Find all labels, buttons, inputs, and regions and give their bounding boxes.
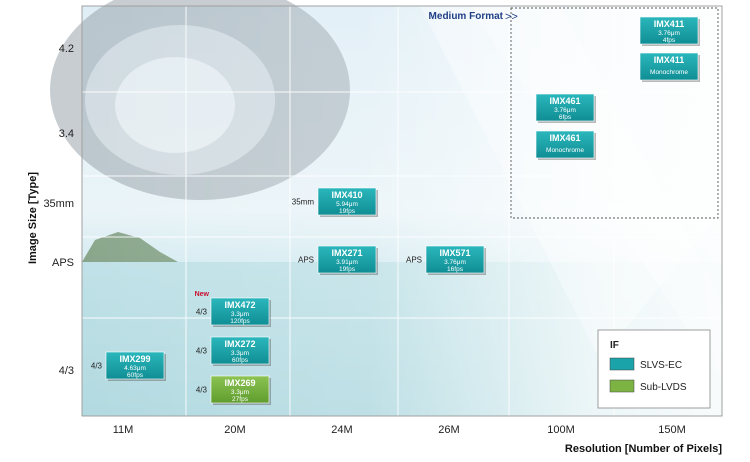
chip-name: IMX461 xyxy=(549,133,580,143)
chip-name: IMX461 xyxy=(549,96,580,106)
chip-detail-0: 3.3μm xyxy=(231,350,249,357)
chip-detail-0: 3.76μm xyxy=(554,107,576,114)
chip-detail-0: Monochrome xyxy=(650,69,688,76)
chip-name: IMX410 xyxy=(331,190,362,200)
x-tick-label-100m: 100M xyxy=(547,424,575,436)
y-axis-ticks: 4/3 APS 35mm 3.4 4.2 xyxy=(43,43,74,377)
new-badge: New xyxy=(195,291,210,298)
y-tick-label-4-2: 4.2 xyxy=(59,43,74,55)
medium-format-label: Medium Format xyxy=(429,11,504,22)
chip-name: IMX269 xyxy=(224,378,255,388)
plot-frame xyxy=(81,5,723,417)
chip-detail-0: 3.3μm xyxy=(231,311,249,318)
chip-detail-0: 5.94μm xyxy=(336,201,358,208)
chip-body xyxy=(535,93,595,122)
x-tick-label-24m: 24M xyxy=(331,424,352,436)
chip-detail-0: 3.3μm xyxy=(231,389,249,396)
chip-detail-1: 60fps xyxy=(127,372,144,379)
chip-body xyxy=(317,187,377,216)
medium-format-region: Medium Format >> xyxy=(429,7,719,219)
chip-size-label: APS xyxy=(406,256,422,265)
chip-detail-1: 120fps xyxy=(230,318,250,325)
x-tick-label-150m: 150M xyxy=(658,424,686,436)
chip-body xyxy=(210,375,270,404)
legend-swatch-slvs-ec xyxy=(609,357,635,371)
chip-body xyxy=(317,245,377,274)
legend-title: IF xyxy=(610,340,619,351)
chip-detail-1: 6fps xyxy=(559,114,572,121)
medium-format-box xyxy=(510,7,719,219)
chip-body xyxy=(105,351,165,380)
chip-name: IMX271 xyxy=(331,248,362,258)
chip-detail-1: 19fps xyxy=(339,266,356,273)
chip-detail-0: Monochrome xyxy=(546,147,584,154)
chip-detail-1: 4fps xyxy=(663,37,676,44)
chip-body xyxy=(425,245,485,274)
chip-size-label: 4/3 xyxy=(196,386,208,395)
chip-detail-0: 4.63μm xyxy=(124,365,146,372)
chip-body xyxy=(639,52,699,81)
chip-name: IMX571 xyxy=(439,248,470,258)
chip-name: IMX272 xyxy=(224,339,255,349)
chip-size-label: APS xyxy=(298,256,314,265)
medium-format-arrow: >> xyxy=(505,11,518,23)
y-tick-label-aps: APS xyxy=(52,257,74,269)
chip-body xyxy=(210,297,270,326)
legend-label-sub-lvds: Sub-LVDS xyxy=(640,382,687,393)
y-tick-label-35mm: 35mm xyxy=(43,198,74,210)
chip-name: IMX411 xyxy=(654,55,685,65)
sensor-point-imx411-1: IMX411 Monochrome xyxy=(639,52,700,82)
x-tick-label-11m: 11M xyxy=(113,424,134,436)
y-tick-label-4-3: 4/3 xyxy=(59,365,74,377)
sensor-point-imx461-3: IMX461 Monochrome xyxy=(535,130,596,160)
grid-lines xyxy=(81,5,723,417)
x-axis-ticks: 11M 20M 24M 26M 100M 150M xyxy=(113,424,686,436)
chip-body xyxy=(639,16,699,45)
x-tick-label-26m: 26M xyxy=(438,424,459,436)
chip-size-label: 4/3 xyxy=(91,362,103,371)
chip-detail-1: 27fps xyxy=(232,396,249,403)
chip-detail-0: 3.76μm xyxy=(444,259,466,266)
y-axis-title: Image Size [Type] xyxy=(27,172,39,264)
chip-body xyxy=(210,336,270,365)
chip-size-label: 4/3 xyxy=(196,308,208,317)
chip-size-label: 4/3 xyxy=(196,347,208,356)
chip-detail-1: 16fps xyxy=(447,266,464,273)
chip-detail-0: 3.76μm xyxy=(658,30,680,37)
x-axis-title: Resolution [Number of Pixels] xyxy=(565,443,722,455)
chip-detail-1: 19fps xyxy=(339,208,356,215)
x-tick-label-20m: 20M xyxy=(224,424,245,436)
legend-swatch-sub-lvds xyxy=(609,379,635,393)
chip-detail-1: 60fps xyxy=(232,357,249,364)
chip-name: IMX299 xyxy=(119,354,150,364)
chip-detail-0: 3.91μm xyxy=(336,259,358,266)
chip-name: IMX411 xyxy=(654,19,685,29)
chip-size-label: 35mm xyxy=(292,198,315,207)
sensor-points: IMX4113.76μm4fpsIMX411MonochromeIMX4613.… xyxy=(91,16,700,405)
legend: IF SLVS-EC Sub-LVDS xyxy=(597,329,711,409)
chip-body xyxy=(535,130,595,159)
chip-name: IMX472 xyxy=(224,300,255,310)
y-tick-label-3-4: 3.4 xyxy=(59,128,74,140)
legend-label-slvs-ec: SLVS-EC xyxy=(640,360,682,371)
